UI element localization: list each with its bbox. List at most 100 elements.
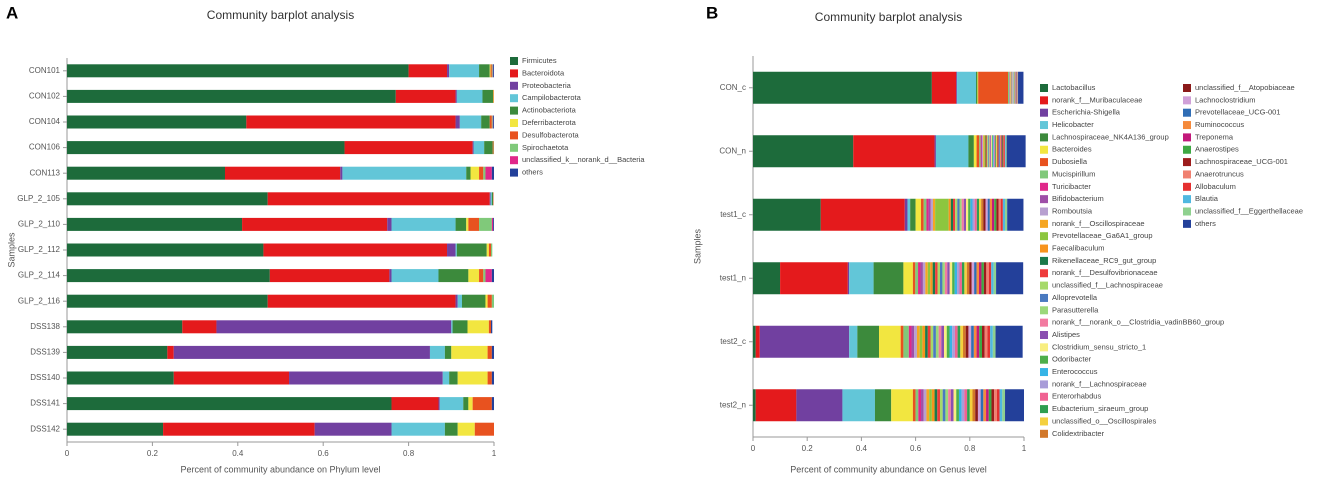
bar-segment <box>972 198 975 231</box>
legend-swatch <box>1040 219 1048 228</box>
x-axis-label: Percent of community abundance on Genus … <box>790 464 987 474</box>
bar-segment <box>922 325 926 358</box>
bar-segment <box>935 135 969 168</box>
legend-label: Campilobacterota <box>522 93 582 102</box>
legend-label: norank_f__norank_o__Clostridia_vadinBB60… <box>1052 318 1224 327</box>
bar-segment <box>956 389 959 422</box>
bar-segment <box>468 217 480 231</box>
legend-swatch <box>510 168 518 177</box>
bar-segment <box>974 262 977 295</box>
legend-label: Bacteroides <box>1052 145 1092 154</box>
bar-segment <box>1000 135 1001 168</box>
legend-swatch <box>1183 84 1191 92</box>
legend-swatch <box>510 94 518 103</box>
bar-segment <box>921 198 924 231</box>
bar-segment <box>968 325 972 358</box>
bar-segment <box>935 262 938 295</box>
legend-label: Escherichia-Shigella <box>1052 108 1121 117</box>
chart-title: Community barplot analysis <box>207 8 354 22</box>
bar-segment <box>930 262 933 295</box>
bar-segment <box>459 115 482 129</box>
bar-segment <box>489 115 492 129</box>
bar-segment <box>976 198 980 231</box>
bar-segment <box>994 135 996 168</box>
bar-segment <box>466 166 471 180</box>
legend-swatch <box>1183 195 1191 204</box>
legend-label: Turicibacter <box>1052 182 1091 191</box>
bar-segment <box>911 325 915 358</box>
bar-segment <box>987 325 991 358</box>
bar-segment <box>470 166 480 180</box>
bar-segment <box>753 262 781 295</box>
bar-segment <box>904 198 908 231</box>
bar-segment <box>912 389 916 422</box>
legend-label: norank_f__Lachnospiraceae <box>1052 379 1147 388</box>
bar-segment <box>451 345 488 359</box>
x-tick-label: 0.8 <box>403 449 415 458</box>
bar-segment <box>993 262 997 295</box>
bar-segment <box>912 262 916 295</box>
bar-segment <box>847 262 850 295</box>
bar-segment <box>918 262 921 295</box>
bar-segment <box>937 262 940 295</box>
y-tick-label: GLP_2_112 <box>18 245 61 254</box>
bar-segment <box>491 345 494 359</box>
bar-segment <box>937 389 940 422</box>
y-tick-label: test1_n <box>720 273 746 282</box>
bar-segment <box>490 64 492 78</box>
bar-segment <box>849 325 858 358</box>
bar-segment <box>491 192 494 206</box>
bar-segment <box>942 262 945 295</box>
legend-swatch <box>1183 145 1191 154</box>
bar-segment <box>449 64 480 78</box>
bar-segment <box>915 198 922 231</box>
legend-swatch <box>1040 133 1048 142</box>
bar-segment <box>753 325 756 358</box>
bar-segment <box>873 262 904 295</box>
bar-segment <box>438 397 440 411</box>
bar-segment <box>455 243 457 257</box>
legend-label: Blautia <box>1195 194 1219 203</box>
bar-segment <box>455 294 458 308</box>
legend-label: Alloprevotella <box>1052 293 1098 302</box>
bar-segment <box>959 262 962 295</box>
bar-segment <box>976 71 978 104</box>
bar-segment <box>992 198 995 231</box>
bar-segment <box>455 115 460 129</box>
bar-segment <box>447 243 456 257</box>
bar-segment <box>488 243 492 257</box>
bar-segment <box>964 389 968 422</box>
bar-segment <box>961 262 965 295</box>
bar-segment <box>467 320 489 334</box>
legend-label: unclassified_f__Lachnospiraceae <box>1052 281 1163 290</box>
bar-segment <box>994 389 997 422</box>
legend-swatch <box>510 81 518 90</box>
bar-segment <box>925 325 928 358</box>
bar-segment <box>492 141 494 155</box>
legend-label: Lachnoclostridium <box>1195 95 1255 104</box>
bar-segment <box>980 389 984 422</box>
bar-segment <box>950 198 953 231</box>
bar-segment <box>987 198 990 231</box>
bar-segment <box>996 198 999 231</box>
bar-segment <box>485 166 492 180</box>
bar-segment <box>67 371 174 385</box>
bar-segment <box>955 198 958 231</box>
bar-segment <box>986 262 989 295</box>
bar-segment <box>444 345 452 359</box>
legend-swatch <box>1040 170 1048 179</box>
bar-segment <box>67 64 409 78</box>
bar-segment <box>67 422 164 436</box>
legend-label: Odoribacter <box>1052 355 1092 364</box>
y-tick-label: CON104 <box>29 117 61 126</box>
legend-swatch <box>1183 96 1191 105</box>
legend-swatch <box>1040 84 1048 92</box>
legend-swatch <box>1040 331 1048 339</box>
bar-segment <box>999 389 1003 422</box>
bar-segment <box>224 166 341 180</box>
bar-segment <box>67 89 396 103</box>
bar-segment <box>391 269 439 283</box>
bar-segment <box>488 320 492 334</box>
bar-segment <box>977 389 981 422</box>
bar-segment <box>934 135 936 168</box>
